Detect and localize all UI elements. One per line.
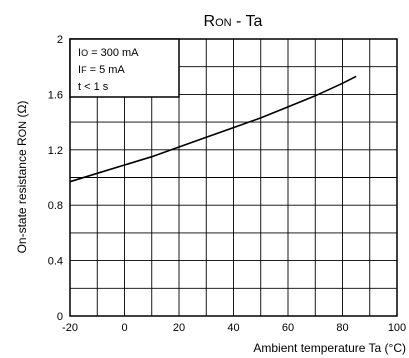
y-tick-label: 2 [57,34,63,46]
y-tick-label: 1.2 [48,145,63,157]
y-tick-label: 1.6 [48,89,63,101]
series-line-ron [69,75,357,183]
condition-io: IO = 300 mA [78,47,139,59]
x-tick-label: 80 [336,322,348,334]
y-tick-label: 0 [57,311,63,323]
plot-frame [69,38,398,317]
x-tick-label: -20 [62,322,78,334]
x-tick-label: 60 [282,322,294,334]
x-tick-label: 0 [121,322,127,334]
conditions-box: IO = 300 mA IF = 5 mA t < 1 s [69,38,180,98]
x-tick-label: 100 [388,322,406,334]
x-axis-label: Ambient temperature Ta (°C) [253,341,406,355]
chart-title: RON - Ta [204,13,263,30]
y-axis-label: On-state resistance RON (Ω) [15,101,29,254]
x-tick-label: 40 [227,322,239,334]
grid [70,39,397,316]
x-tick-label: 20 [173,322,185,334]
y-tick-label: 0.8 [48,200,63,212]
condition-if: IF = 5 mA [78,64,125,76]
series-layer [69,75,357,183]
condition-time: t < 1 s [78,81,109,93]
y-tick-label: 0.4 [48,256,63,268]
conditions-box-frame [69,38,180,98]
